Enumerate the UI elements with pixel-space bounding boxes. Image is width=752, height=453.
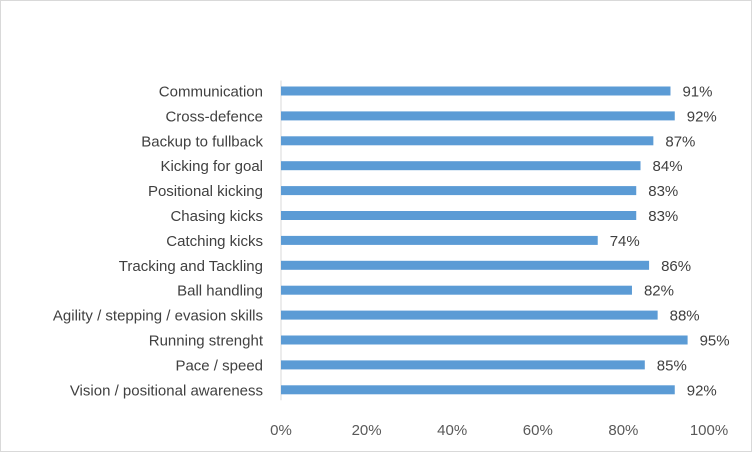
x-axis-tick-labels: 0% 20% 40% 60% 80% 100% [270,422,728,439]
data-label: 84% [653,158,683,175]
x-tick-label: 60% [523,422,553,439]
category-label: Ball handling [177,283,263,300]
data-label: 92% [687,108,717,125]
data-label: 88% [670,308,700,325]
x-tick-label: 80% [608,422,638,439]
bar [281,285,632,295]
category-label: Kicking for goal [160,158,263,175]
category-label: Cross-defence [165,108,263,125]
x-tick-label: 0% [270,422,292,439]
bar [281,86,671,96]
category-label: Communication [159,84,263,101]
data-label: 87% [665,133,695,150]
value-labels: 91%92%87%84%83%83%74%86%82%88%95%85%92% [610,84,730,400]
category-label: Chasing kicks [170,208,263,225]
bar [281,335,688,345]
bar [281,161,641,171]
bar [281,111,675,121]
bar [281,136,654,146]
x-tick-label: 100% [690,422,728,439]
category-label: Positional kicking [148,183,263,200]
data-label: 92% [687,382,717,399]
data-label: 74% [610,233,640,250]
bar [281,235,598,245]
bar [281,360,645,370]
category-label: Backup to fullback [141,133,263,150]
category-label: Agility / stepping / evasion skills [53,308,263,325]
category-label: Vision / positional awareness [70,382,263,399]
data-label: 83% [648,208,678,225]
category-label: Catching kicks [166,233,263,250]
data-label: 95% [700,333,730,350]
bar [281,260,650,270]
bar [281,310,658,320]
bars-group [281,86,688,395]
bar [281,211,637,220]
data-label: 85% [657,357,687,374]
data-label: 91% [682,84,712,101]
category-label: Pace / speed [175,357,263,374]
data-label: 82% [644,283,674,300]
category-labels: Communication Cross-defence Backup to full… [53,84,264,400]
category-label: Running strenght [149,333,264,350]
category-label: Tracking and Tackling [119,258,263,275]
x-tick-label: 20% [352,422,382,439]
x-tick-label: 40% [437,422,467,439]
bar [281,385,675,395]
data-label: 86% [661,258,691,275]
data-label: 83% [648,183,678,200]
bar [281,186,637,196]
